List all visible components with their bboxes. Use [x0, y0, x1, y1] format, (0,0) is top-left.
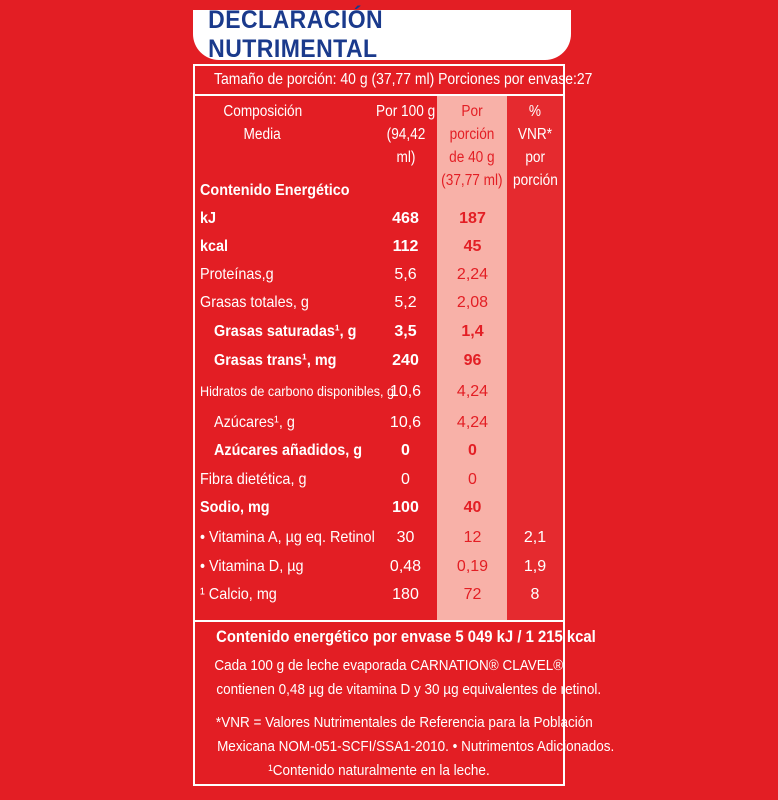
page-title: DECLARACIÓN NUTRIMENTAL: [208, 6, 384, 63]
nutrition-table-border: [193, 64, 565, 786]
row-per100: 0: [401, 471, 410, 488]
footer-line-3: *VNR = Valores Nutrimentales de Referenc…: [195, 712, 593, 734]
header-serving-line3: (37,77 ml): [441, 172, 503, 189]
header-vnr-line1: % VNR*: [517, 103, 553, 143]
footer-line-5: ¹Contenido naturalmente en la leche.: [195, 760, 563, 782]
row-per100: 240: [392, 352, 419, 369]
row-label: ¹ Calcio, mg: [200, 586, 277, 603]
footer-line-2: contienen 0,48 µg de vitamina D y 30 µg …: [195, 679, 601, 701]
row-label: Azúcares añadidos, g: [214, 442, 363, 459]
header-per100-line1: Por 100 g: [376, 103, 436, 120]
row-vnr: 2,1: [523, 529, 547, 546]
row-serving: 4,24: [456, 414, 489, 431]
row-serving: 72: [463, 586, 482, 603]
table-row: Grasas totales, g 5,2 2,08: [200, 289, 562, 316]
per-serving-column-shade: [437, 96, 507, 620]
row-serving: 96: [463, 352, 482, 369]
table-row: Proteínas,g 5,6 2,24: [200, 261, 562, 288]
footer-total-energy: Contenido energético por envase 5 049 kJ…: [195, 626, 596, 648]
footer-line-1: Cada 100 g de leche evaporada CARNATION®…: [195, 655, 563, 677]
row-serving: 45: [463, 238, 482, 255]
row-per100: 0,48: [389, 558, 422, 575]
table-row: Fibra dietética, g 0 0: [200, 466, 562, 493]
row-serving: 187: [459, 210, 486, 227]
header-vnr: % VNR* por porción: [507, 100, 563, 192]
row-serving: 1,4: [461, 323, 484, 340]
row-per100: 0: [401, 442, 410, 459]
table-row: • Vitamina D, µg 0,48 0,19 1,9: [200, 553, 562, 580]
footer-divider: [193, 620, 565, 622]
row-serving: 0: [468, 442, 477, 459]
row-per100: 10,6: [389, 414, 422, 431]
row-label: kcal: [200, 238, 229, 255]
footer-line-2-text: contienen 0,48 µg de vitamina D y 30 µg …: [216, 681, 602, 698]
table-row: • Vitamina A, µg eq. Retinol 30 12 2,1: [200, 524, 562, 551]
footer-line-3-text: *VNR = Valores Nutrimentales de Referenc…: [215, 714, 593, 731]
row-label: Grasas saturadas¹, g: [214, 323, 357, 340]
row-per100: 10,6: [389, 383, 422, 400]
row-per100: 30: [396, 529, 415, 546]
vnr-column: [507, 96, 563, 620]
serving-size-line: Tamaño de porción: 40 g (37,77 ml) Porci…: [193, 66, 592, 96]
table-row: Hidratos de carbono disponibles, g 10,6 …: [200, 378, 562, 405]
footer-line-1-text: Cada 100 g de leche evaporada CARNATION®…: [214, 657, 564, 674]
footer-total-text: Contenido energético por envase 5 049 kJ…: [216, 628, 596, 646]
row-label: Grasas trans¹, mg: [214, 352, 337, 369]
row-label: Grasas totales, g: [200, 294, 309, 311]
row-per100: 3,5: [394, 323, 417, 340]
table-row: Grasas saturadas¹, g 3,5 1,4: [200, 318, 562, 345]
row-per100: 5,6: [394, 266, 417, 283]
row-label: • Vitamina A, µg eq. Retinol: [200, 529, 375, 546]
header-per-100g: Por 100 g (94,42 ml): [372, 100, 440, 169]
footer-line-4: Mexicana NOM-051-SCFI/SSA1-2010. • Nutri…: [195, 736, 614, 758]
table-row: kJ 468 187: [200, 205, 562, 232]
header-serving-line2: de 40 g: [449, 149, 495, 166]
row-vnr: 1,9: [523, 558, 547, 575]
row-serving: 0: [468, 471, 477, 488]
header-serving-line1: Por porción: [449, 103, 495, 143]
row-per100: 468: [392, 210, 419, 227]
table-row: ¹ Calcio, mg 180 72 8: [200, 581, 562, 608]
header-vnr-line2: por: [525, 149, 545, 166]
header-composition: Composición Media: [200, 100, 325, 146]
footer-line-4-text: Mexicana NOM-051-SCFI/SSA1-2010. • Nutri…: [217, 738, 615, 755]
row-label: Hidratos de carbono disponibles, g: [200, 383, 395, 399]
header-composition-line1: Composición: [223, 103, 302, 120]
row-label: Fibra dietética, g: [200, 471, 307, 488]
row-vnr: 8: [530, 586, 540, 603]
table-row: kcal 112 45: [200, 233, 562, 260]
header-composition-line2: Media: [243, 126, 282, 143]
header-per-serving: Por porción de 40 g (37,77 ml): [437, 100, 507, 192]
row-serving: 4,24: [456, 383, 489, 400]
row-serving: 40: [463, 499, 482, 516]
row-per100: 180: [392, 586, 419, 603]
row-serving: 2,24: [456, 266, 489, 283]
title-banner: DECLARACIÓN NUTRIMENTAL: [193, 6, 571, 63]
table-row: Azúcares añadidos, g 0 0: [200, 437, 562, 464]
section-energy-label: Contenido Energético: [200, 182, 350, 199]
row-label: Proteínas,g: [200, 266, 274, 283]
table-row: Sodio, mg 100 40: [200, 494, 562, 521]
row-serving: 0,19: [456, 558, 489, 575]
row-label: Azúcares¹, g: [214, 414, 295, 431]
table-row: Grasas trans¹, mg 240 96: [200, 347, 562, 374]
row-per100: 5,2: [394, 294, 417, 311]
table-row: Azúcares¹, g 10,6 4,24: [200, 409, 562, 436]
row-label: • Vitamina D, µg: [200, 558, 304, 575]
header-vnr-line3: porción: [512, 172, 558, 189]
section-energy-row: Contenido Energético: [200, 177, 562, 204]
header-per100-line2: (94,42 ml): [386, 126, 426, 166]
row-label: Sodio, mg: [200, 499, 270, 516]
row-per100: 100: [392, 499, 419, 516]
row-serving: 2,08: [456, 294, 489, 311]
row-per100: 112: [392, 238, 419, 255]
serving-size-text: Tamaño de porción: 40 g (37,77 ml) Porci…: [214, 71, 593, 88]
row-serving: 12: [463, 529, 482, 546]
footer-line-5-text: ¹Contenido naturalmente en la leche.: [268, 762, 490, 779]
row-label: kJ: [200, 210, 217, 227]
